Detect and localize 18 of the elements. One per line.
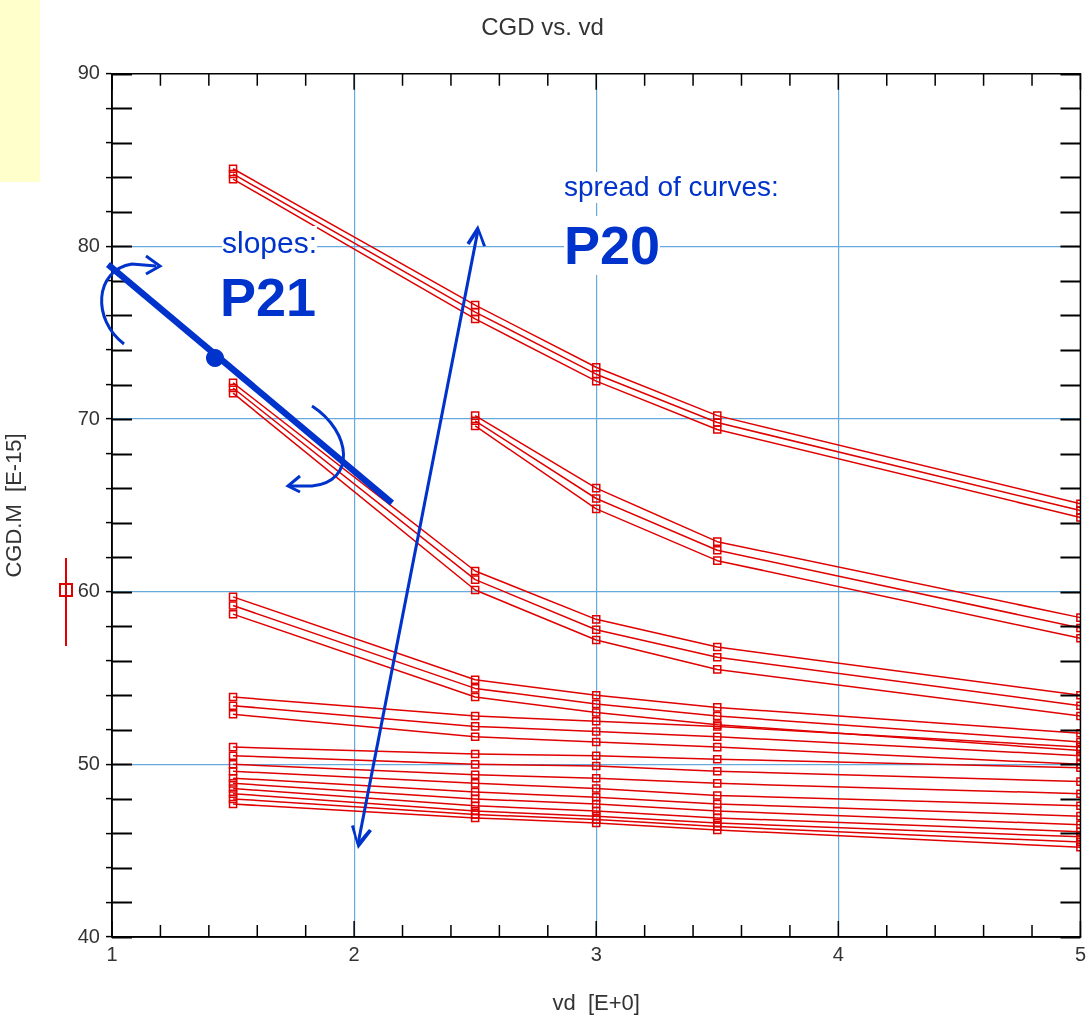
x-tick-label: 2	[348, 942, 360, 965]
x-tick-label: 3	[590, 942, 602, 965]
x-tick-label: 5	[1074, 942, 1086, 965]
x-axis-title: vd [E+0]	[552, 989, 640, 1015]
y-tick-label: 70	[77, 406, 100, 429]
annotation: P20	[564, 215, 661, 276]
y-tick-label: 80	[77, 233, 100, 256]
x-tick-label: 1	[106, 942, 118, 965]
chart-title: CGD vs. vd	[481, 13, 604, 41]
annotation: spread of curves:	[564, 171, 779, 203]
y-tick-label: 50	[77, 751, 100, 774]
y-tick-label: 60	[77, 579, 100, 602]
x-tick-label: 4	[832, 942, 844, 965]
annotation: P21	[220, 267, 317, 328]
y-tick-label: 90	[77, 61, 100, 84]
y-tick-label: 40	[77, 924, 100, 947]
annotation: slopes:	[222, 226, 318, 259]
y-axis-title: CGD.M [E-15]	[1, 433, 27, 578]
